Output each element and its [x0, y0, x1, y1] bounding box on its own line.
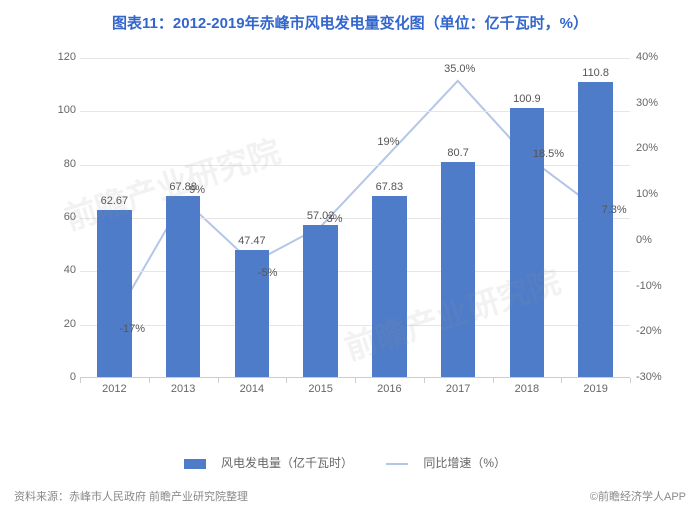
- bar: [441, 162, 475, 377]
- line-value-label: 18.5%: [533, 148, 564, 160]
- line-value-label: 3%: [327, 213, 343, 225]
- line-value-label: -17%: [119, 323, 145, 335]
- y-right-tick: -30%: [636, 371, 662, 383]
- gridline: [80, 271, 630, 272]
- line-value-label: -5%: [258, 267, 278, 279]
- x-tick-label: 2012: [102, 383, 126, 395]
- legend: 风电发电量（亿千瓦时） 同比增速（%）: [0, 454, 700, 471]
- y-left-tick: 100: [50, 104, 76, 116]
- x-tick-label: 2017: [446, 383, 470, 395]
- bar: [372, 196, 406, 377]
- plot-region: 62.6767.8847.4757.0267.8380.7100.9110.8-…: [80, 58, 630, 378]
- x-tick-label: 2019: [583, 383, 607, 395]
- y-right-tick: 30%: [636, 97, 658, 109]
- y-left-tick: 20: [50, 318, 76, 330]
- x-tick: [218, 378, 219, 383]
- chart-area: 62.6767.8847.4757.0267.8380.7100.9110.8-…: [50, 48, 660, 418]
- legend-bar: 风电发电量（亿千瓦时）: [184, 456, 363, 470]
- x-tick: [493, 378, 494, 383]
- y-right-tick: -10%: [636, 280, 662, 292]
- x-tick: [80, 378, 81, 383]
- x-tick-label: 2016: [377, 383, 401, 395]
- bar: [303, 225, 337, 377]
- x-tick-label: 2013: [171, 383, 195, 395]
- y-right-tick: 20%: [636, 142, 658, 154]
- bar: [166, 196, 200, 377]
- gridline: [80, 58, 630, 59]
- legend-line: 同比增速（%）: [386, 456, 516, 470]
- x-tick-label: 2015: [308, 383, 332, 395]
- bar-value-label: 110.8: [582, 67, 609, 79]
- y-left-tick: 120: [50, 51, 76, 63]
- chart-title: 图表11：2012-2019年赤峰市风电发电量变化图（单位：亿千瓦时，%）: [0, 0, 700, 33]
- x-tick-label: 2014: [240, 383, 264, 395]
- gridline: [80, 165, 630, 166]
- watermark-copyright: ©前瞻经济学人APP: [590, 488, 686, 504]
- line-value-label: 7.3%: [602, 204, 627, 216]
- y-right-tick: 40%: [636, 51, 658, 63]
- y-left-tick: 40: [50, 264, 76, 276]
- bar-value-label: 67.83: [376, 181, 404, 193]
- y-left-tick: 80: [50, 158, 76, 170]
- y-right-tick: 10%: [636, 188, 658, 200]
- bar-value-label: 47.47: [238, 235, 266, 247]
- line-value-label: 9%: [189, 184, 205, 196]
- x-tick: [355, 378, 356, 383]
- x-tick-label: 2018: [515, 383, 539, 395]
- x-tick: [561, 378, 562, 383]
- gridline: [80, 325, 630, 326]
- y-right-tick: -20%: [636, 325, 662, 337]
- gridline: [80, 111, 630, 112]
- bar-value-label: 100.9: [513, 93, 541, 105]
- x-tick: [424, 378, 425, 383]
- bar: [578, 82, 612, 377]
- y-left-tick: 0: [50, 371, 76, 383]
- gridline: [80, 218, 630, 219]
- x-tick: [630, 378, 631, 383]
- bar-value-label: 62.67: [101, 195, 129, 207]
- x-tick: [149, 378, 150, 383]
- y-left-tick: 60: [50, 211, 76, 223]
- bar: [97, 210, 131, 377]
- source-text: 资料来源：赤峰市人民政府 前瞻产业研究院整理: [14, 488, 248, 504]
- bar-value-label: 80.7: [447, 147, 468, 159]
- line-value-label: 35.0%: [444, 63, 475, 75]
- x-tick: [286, 378, 287, 383]
- y-right-tick: 0%: [636, 234, 652, 246]
- line-value-label: 19%: [377, 136, 399, 148]
